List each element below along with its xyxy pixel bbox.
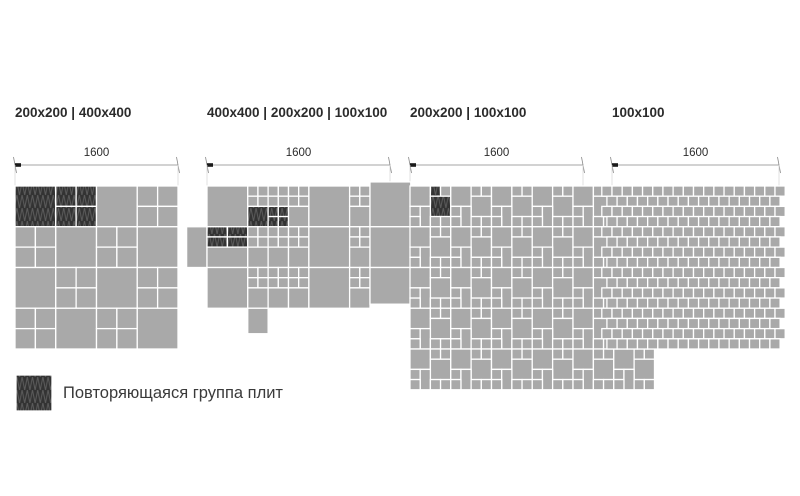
svg-text:1600: 1600 (484, 147, 510, 159)
svg-text:1600: 1600 (84, 147, 110, 159)
svg-text:400x400 | 200x200 | 100x100: 400x400 | 200x200 | 100x100 (207, 105, 387, 120)
svg-text:Повторяющаяся группа плит: Повторяющаяся группа плит (63, 384, 283, 402)
svg-text:200x200 | 100x100: 200x200 | 100x100 (410, 105, 526, 120)
svg-text:1600: 1600 (683, 147, 709, 159)
svg-text:200x200 | 400x400: 200x200 | 400x400 (15, 105, 131, 120)
svg-text:100x100: 100x100 (612, 105, 665, 120)
svg-text:1600: 1600 (286, 147, 312, 159)
